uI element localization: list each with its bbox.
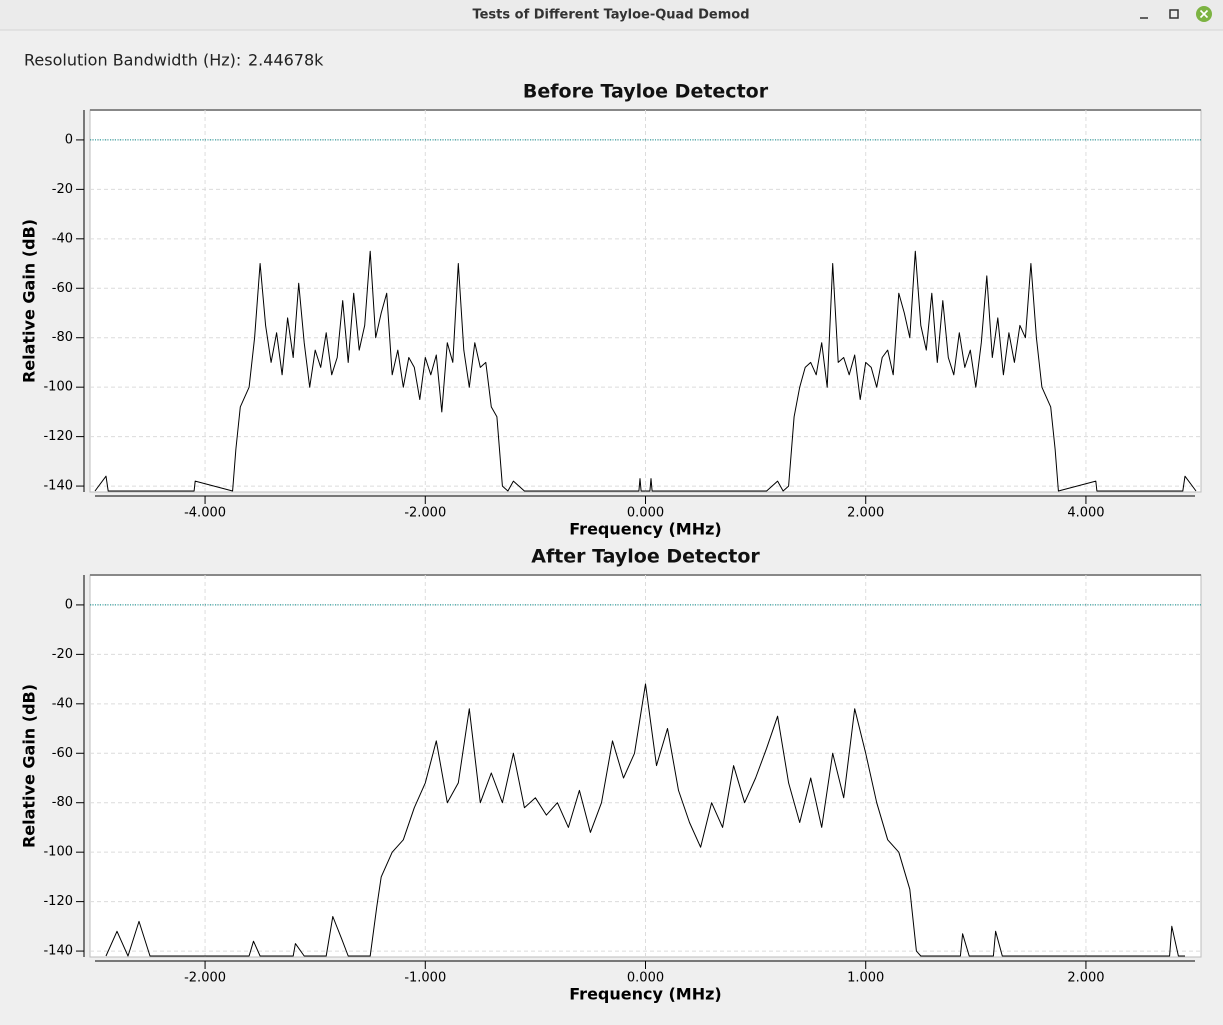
x-tick-label: 2.000: [1067, 971, 1104, 986]
x-tick-label: -1.000: [404, 971, 446, 986]
y-tick-label: -120: [43, 894, 73, 909]
x-tick-label: -4.000: [184, 506, 226, 521]
resolution-label: Resolution Bandwidth (Hz):: [24, 51, 241, 70]
y-axis-label: Relative Gain (dB): [20, 684, 39, 848]
maximize-button[interactable]: [1169, 9, 1179, 19]
y-tick-label: -60: [52, 281, 73, 296]
title-bar: [0, 0, 1223, 30]
y-tick-label: 0: [65, 597, 73, 612]
x-axis-label: Frequency (MHz): [569, 520, 721, 539]
x-tick-label: -2.000: [184, 971, 226, 986]
x-axis-label: Frequency (MHz): [569, 985, 721, 1004]
x-tick-label: 1.000: [847, 971, 884, 986]
y-tick-label: -40: [52, 231, 73, 246]
x-tick-label: -2.000: [404, 506, 446, 521]
chart-title: After Tayloe Detector: [531, 546, 760, 568]
plot-content: [90, 139, 1201, 492]
y-tick-label: -20: [52, 647, 73, 662]
y-tick-label: -140: [43, 944, 73, 959]
spectrum-line: [105, 683, 1185, 957]
y-tick-label: -140: [43, 479, 73, 494]
x-tick-label: 4.000: [1067, 506, 1104, 521]
window-title: Tests of Different Tayloe-Quad Demod: [472, 8, 749, 23]
close-button[interactable]: [1196, 6, 1212, 22]
y-tick-label: -80: [52, 330, 73, 345]
y-tick-label: -120: [43, 429, 73, 444]
close-icon[interactable]: [1199, 9, 1209, 19]
y-tick-label: -80: [52, 795, 73, 810]
y-axis-label: Relative Gain (dB): [20, 219, 39, 383]
y-tick-label: -100: [43, 845, 73, 860]
y-tick-label: -20: [52, 182, 73, 197]
spectrum-line: [94, 250, 1197, 492]
resolution-value: 2.44678k: [248, 51, 324, 70]
x-tick-label: 2.000: [847, 506, 884, 521]
x-tick-label: 0.000: [627, 506, 664, 521]
plot-content: [90, 604, 1201, 957]
y-tick-label: -40: [52, 696, 73, 711]
x-tick-label: 0.000: [627, 971, 664, 986]
y-tick-label: 0: [65, 132, 73, 147]
y-tick-label: -60: [52, 746, 73, 761]
chart-title: Before Tayloe Detector: [523, 81, 769, 103]
y-tick-label: -100: [43, 380, 73, 395]
